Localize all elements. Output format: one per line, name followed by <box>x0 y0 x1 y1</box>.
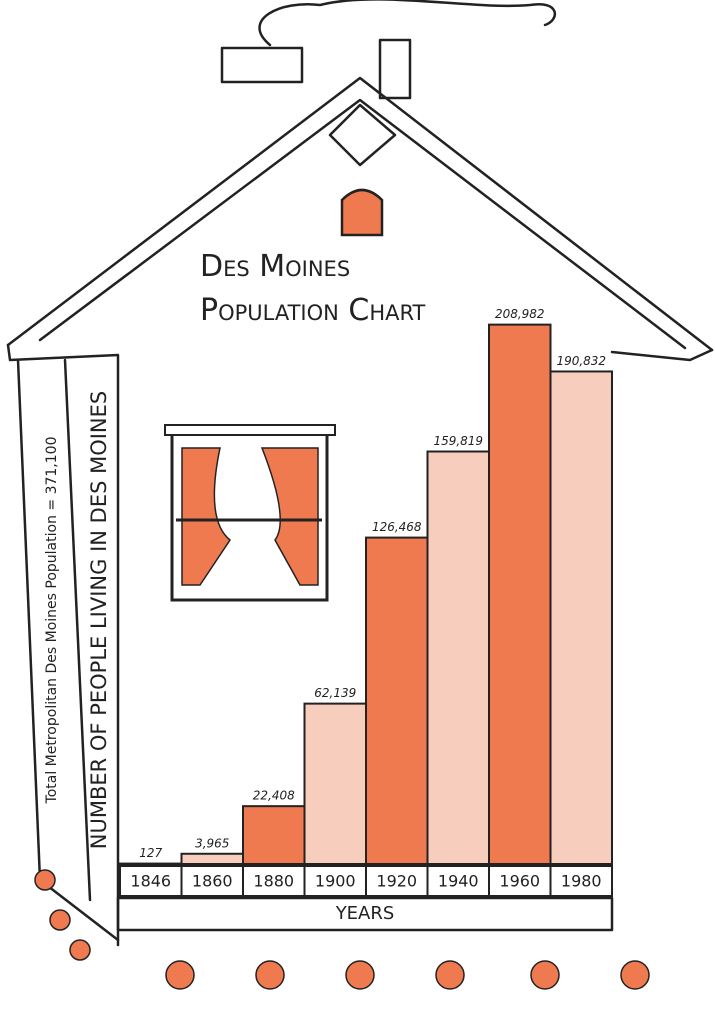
vent <box>342 190 382 235</box>
chart: Years Number of People Living in Des Moi… <box>0 0 715 1012</box>
value-label: 62,139 <box>314 686 356 700</box>
x-tick-label: 1860 <box>192 872 233 891</box>
x-tick-label: 1980 <box>561 872 602 891</box>
value-label: 127 <box>139 846 162 860</box>
value-label: 190,832 <box>556 354 606 368</box>
bar <box>182 854 244 864</box>
bar <box>428 452 490 864</box>
value-label: 126,468 <box>372 520 422 534</box>
x-tick-label: 1880 <box>253 872 294 891</box>
x-axis-label: Years <box>335 903 395 924</box>
value-label: 159,819 <box>433 434 483 448</box>
bar <box>305 704 367 864</box>
bar <box>366 538 428 864</box>
bar <box>551 371 613 864</box>
page: {"chart_data": { "type": "bar", "title":… <box>0 0 715 1012</box>
right-eave <box>612 350 712 360</box>
bar <box>243 806 305 864</box>
chart-title: Des Moines Population Chart <box>200 245 450 333</box>
y-axis-label: Number of People Living in Des Moines <box>87 391 111 849</box>
chimney <box>222 48 302 82</box>
value-label: 3,965 <box>195 836 229 850</box>
smoke <box>260 0 555 45</box>
x-tick-label: 1900 <box>315 872 356 891</box>
value-label: 22,408 <box>253 789 295 803</box>
side-note: Total Metropolitan Des Moines Population… <box>44 437 60 805</box>
x-tick-label: 1960 <box>499 872 540 891</box>
window-head <box>165 425 335 435</box>
value-label: 208,982 <box>495 307 545 321</box>
x-tick-label: 1920 <box>376 872 417 891</box>
x-tick-label: 1940 <box>438 872 479 891</box>
chimney <box>380 40 410 98</box>
x-tick-label: 1846 <box>130 872 171 891</box>
bar <box>489 325 551 864</box>
